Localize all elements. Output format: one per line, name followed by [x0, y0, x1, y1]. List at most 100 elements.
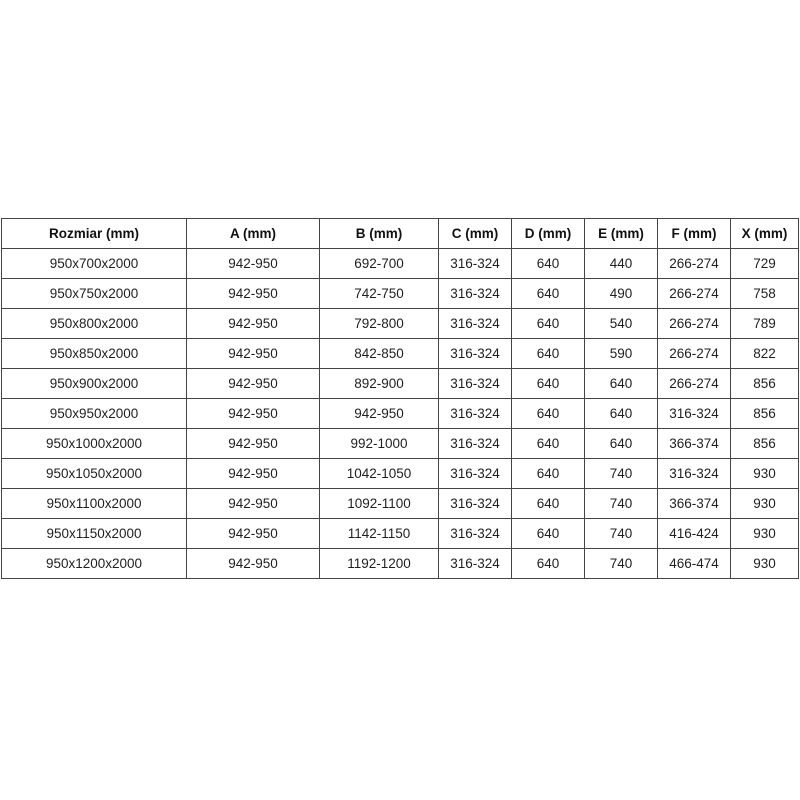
table-cell: 692-700	[319, 248, 439, 279]
size-table: Rozmiar (mm) A (mm) B (mm) C (mm) D (mm) E (m…	[1, 218, 799, 579]
table-cell: 1142-1150	[319, 518, 439, 549]
table-cell: 842-850	[319, 338, 439, 369]
table-cell: 950x1100x2000	[1, 488, 187, 519]
table-row: 950x1000x2000 942-950 992-1000 316-324 640 64…	[1, 428, 799, 459]
table-cell: 266-274	[657, 308, 731, 339]
column-header: C (mm)	[438, 218, 512, 249]
table-cell: 942-950	[186, 548, 320, 579]
table-cell: 856	[730, 398, 799, 429]
table-cell: 316-324	[438, 398, 512, 429]
table-cell: 640	[511, 338, 585, 369]
table-row: 950x700x2000 942-950 692-700 316-324 640 440 2…	[1, 248, 799, 279]
table-cell: 930	[730, 458, 799, 489]
column-header: A (mm)	[186, 218, 320, 249]
table-row: 950x950x2000 942-950 942-950 316-324 640 640 3…	[1, 398, 799, 429]
table-cell: 416-424	[657, 518, 731, 549]
table-cell: 366-374	[657, 488, 731, 519]
table-header-row: Rozmiar (mm) A (mm) B (mm) C (mm) D (mm) E (m…	[1, 218, 799, 249]
table-row: 950x1150x2000 942-950 1142-1150 316-324 640 7…	[1, 518, 799, 549]
table-cell: 789	[730, 308, 799, 339]
table-cell: 942-950	[186, 308, 320, 339]
table-cell: 640	[511, 308, 585, 339]
table-cell: 992-1000	[319, 428, 439, 459]
table-cell: 950x1150x2000	[1, 518, 187, 549]
table-row: 950x800x2000 942-950 792-800 316-324 640 540 2…	[1, 308, 799, 339]
column-header: B (mm)	[319, 218, 439, 249]
table-cell: 942-950	[186, 428, 320, 459]
table-row: 950x750x2000 942-950 742-750 316-324 640 490 2…	[1, 278, 799, 309]
table-cell: 316-324	[438, 428, 512, 459]
table-cell: 490	[584, 278, 658, 309]
table-cell: 316-324	[438, 338, 512, 369]
table-cell: 466-474	[657, 548, 731, 579]
table-cell: 366-374	[657, 428, 731, 459]
table-cell: 316-324	[438, 458, 512, 489]
table-cell: 266-274	[657, 368, 731, 399]
table-cell: 856	[730, 428, 799, 459]
table-cell: 440	[584, 248, 658, 279]
table-cell: 822	[730, 338, 799, 369]
table-cell: 930	[730, 518, 799, 549]
table-cell: 942-950	[186, 458, 320, 489]
table-cell: 950x900x2000	[1, 368, 187, 399]
table-cell: 740	[584, 488, 658, 519]
table-cell: 740	[584, 548, 658, 579]
table-cell: 950x1050x2000	[1, 458, 187, 489]
table-cell: 942-950	[186, 248, 320, 279]
table-cell: 640	[511, 458, 585, 489]
table-cell: 316-324	[657, 398, 731, 429]
column-header: E (mm)	[584, 218, 658, 249]
table-cell: 1092-1100	[319, 488, 439, 519]
table-row: 950x900x2000 942-950 892-900 316-324 640 640 2…	[1, 368, 799, 399]
table-cell: 729	[730, 248, 799, 279]
table-cell: 590	[584, 338, 658, 369]
table-cell: 540	[584, 308, 658, 339]
table-cell: 950x800x2000	[1, 308, 187, 339]
table-cell: 316-324	[438, 518, 512, 549]
table-cell: 942-950	[186, 398, 320, 429]
table-cell: 640	[511, 398, 585, 429]
table-cell: 640	[511, 368, 585, 399]
table-cell: 266-274	[657, 248, 731, 279]
table-cell: 640	[511, 248, 585, 279]
column-header: D (mm)	[511, 218, 585, 249]
table-cell: 950x850x2000	[1, 338, 187, 369]
table-row: 950x1100x2000 942-950 1092-1100 316-324 640 7…	[1, 488, 799, 519]
table-cell: 950x700x2000	[1, 248, 187, 279]
table-cell: 942-950	[186, 338, 320, 369]
table-cell: 740	[584, 518, 658, 549]
table-cell: 266-274	[657, 338, 731, 369]
table-cell: 316-324	[438, 308, 512, 339]
table-cell: 950x950x2000	[1, 398, 187, 429]
table-cell: 742-750	[319, 278, 439, 309]
table-cell: 930	[730, 488, 799, 519]
table-cell: 942-950	[186, 518, 320, 549]
table-cell: 640	[511, 518, 585, 549]
column-header: Rozmiar (mm)	[1, 218, 187, 249]
table-cell: 942-950	[319, 398, 439, 429]
table-cell: 942-950	[186, 368, 320, 399]
table-cell: 740	[584, 458, 658, 489]
table-cell: 856	[730, 368, 799, 399]
table-cell: 640	[584, 398, 658, 429]
table-cell: 792-800	[319, 308, 439, 339]
table-cell: 950x1000x2000	[1, 428, 187, 459]
table-cell: 942-950	[186, 278, 320, 309]
table-row: 950x1200x2000 942-950 1192-1200 316-324 640 7…	[1, 548, 799, 579]
table-cell: 1042-1050	[319, 458, 439, 489]
table-cell: 942-950	[186, 488, 320, 519]
table-cell: 950x1200x2000	[1, 548, 187, 579]
table-cell: 316-324	[438, 248, 512, 279]
table-cell: 640	[511, 488, 585, 519]
table-cell: 640	[511, 278, 585, 309]
table-cell: 892-900	[319, 368, 439, 399]
table-row: 950x1050x2000 942-950 1042-1050 316-324 640 7…	[1, 458, 799, 489]
table-cell: 1192-1200	[319, 548, 439, 579]
column-header: X (mm)	[730, 218, 799, 249]
table-cell: 316-324	[438, 278, 512, 309]
table-cell: 316-324	[438, 368, 512, 399]
table-cell: 930	[730, 548, 799, 579]
table-row: 950x850x2000 942-950 842-850 316-324 640 590 2…	[1, 338, 799, 369]
table-cell: 266-274	[657, 278, 731, 309]
